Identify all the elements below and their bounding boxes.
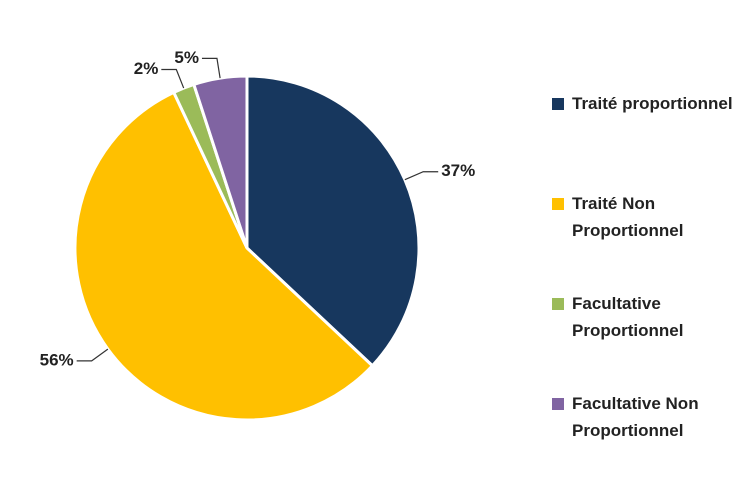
legend-entry: Traité proportionnel xyxy=(552,90,752,190)
legend-label: Facultative Proportionnel xyxy=(572,294,684,340)
legend-swatch xyxy=(552,98,564,110)
pie-slice xyxy=(191,74,249,249)
legend-label: Traité Non Proportionnel xyxy=(572,194,684,240)
pie-slice xyxy=(73,90,375,422)
chart: 37% 56% 2% 5% xyxy=(40,48,475,422)
leader-line xyxy=(161,68,185,89)
leader-line xyxy=(201,57,221,79)
legend-swatch xyxy=(552,298,564,310)
legend-swatch xyxy=(552,198,564,210)
legend-entry: Traité Non Proportionnel xyxy=(552,190,752,290)
page: 37% 56% 2% 5% Traité proportionnel Traité No… xyxy=(39,47,733,440)
data-label: 2% xyxy=(134,59,159,78)
data-label: 56% xyxy=(40,350,74,369)
legend-entry: Facultative Proportionnel xyxy=(552,290,752,390)
pie-slice xyxy=(245,74,421,368)
leader-line xyxy=(76,348,109,362)
legend-swatch xyxy=(552,398,564,410)
legend: Traité proportionnel Traité Non Proportio… xyxy=(552,90,752,490)
leader-line xyxy=(404,171,439,181)
legend-entry: Facultative Non Proportionnel xyxy=(552,390,752,490)
data-label: 37% xyxy=(441,161,475,180)
legend-label: Traité proportionnel xyxy=(572,94,733,113)
legend-label: Facultative Non Proportionnel xyxy=(572,394,699,440)
data-label: 5% xyxy=(174,48,199,67)
